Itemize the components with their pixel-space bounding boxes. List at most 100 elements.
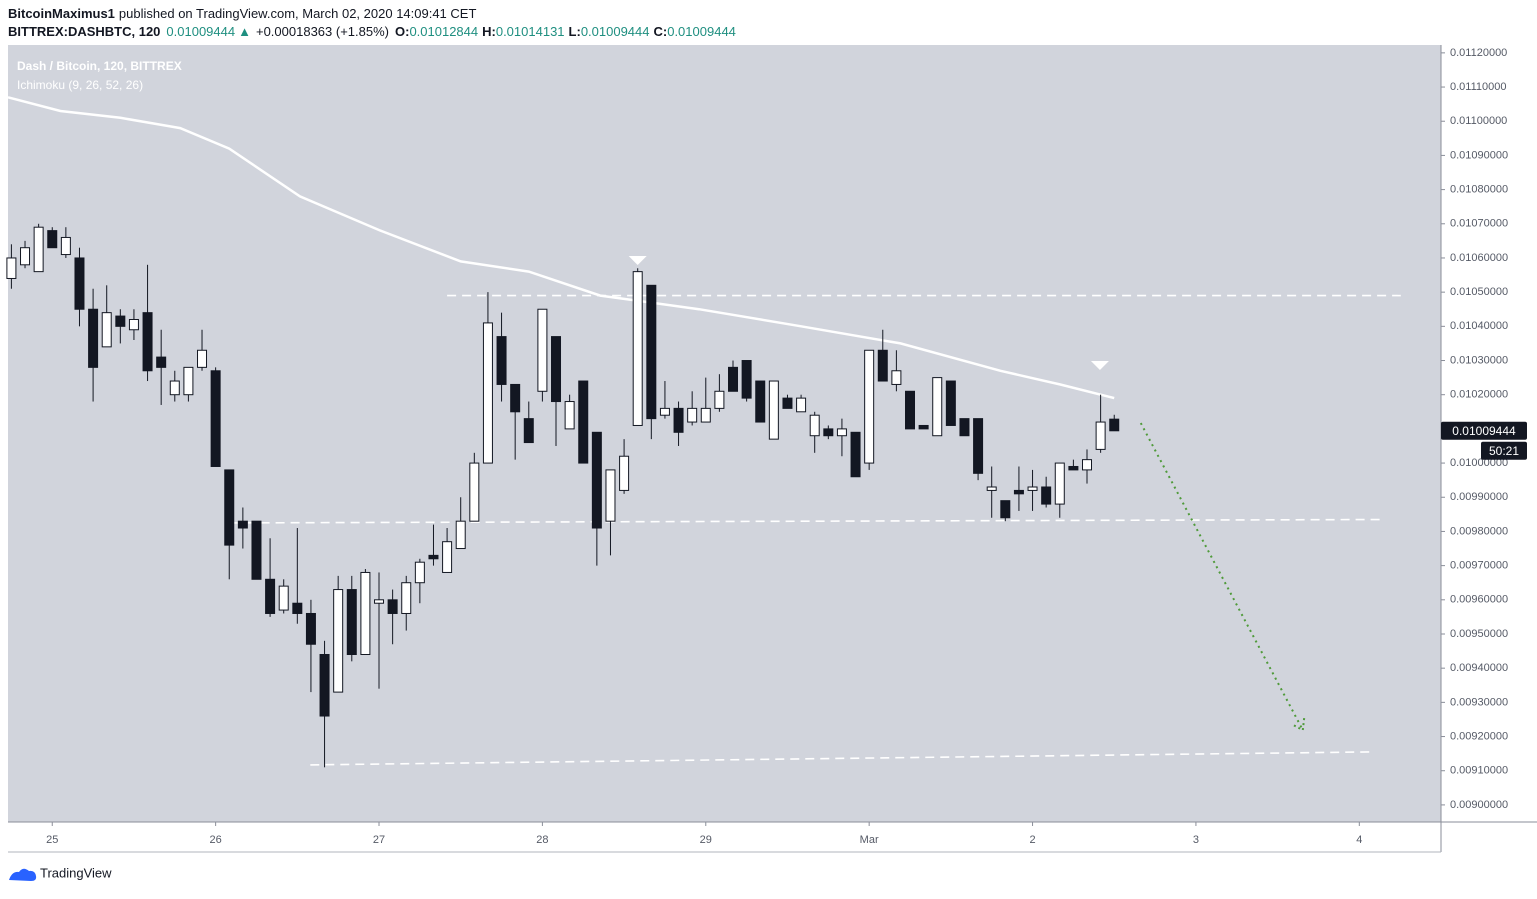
open-value: 0.01012844 (409, 24, 478, 39)
open-label: O: (395, 24, 409, 39)
candle-body (1013, 489, 1024, 495)
candle-body (537, 308, 548, 392)
x-tick-label: 3 (1193, 834, 1199, 846)
chart-title: Dash / Bitcoin, 120, BITTREX (17, 59, 182, 73)
candle-body (496, 336, 507, 385)
y-tick-label: 0.00950000 (1450, 628, 1508, 640)
candle-body (251, 520, 262, 580)
change: +0.00018363 (+1.85%) (256, 24, 389, 39)
candle-body (905, 390, 916, 430)
symbol-line: BITTREX:DASHBTC, 120 0.01009444 ▲ +0.000183… (8, 24, 736, 39)
price-tag-label: 0.01009444 (1452, 424, 1516, 438)
candle-body (523, 418, 534, 444)
high-label: H: (482, 24, 496, 39)
candle-body (510, 383, 521, 413)
candle-body (809, 414, 820, 437)
candle-body (591, 431, 602, 529)
level-line (230, 518, 1386, 524)
candle-body (973, 418, 984, 474)
change-arrow: ▲ (238, 24, 251, 39)
y-tick-label: 0.00900000 (1450, 799, 1508, 811)
candle-body (414, 561, 425, 584)
candle-body (959, 418, 970, 437)
candle-body (1000, 500, 1011, 519)
candle-body (305, 612, 316, 645)
x-tick-label: 29 (700, 834, 712, 846)
y-tick-label: 0.01020000 (1450, 389, 1508, 401)
candle-body (823, 428, 834, 437)
high-value: 0.01014131 (496, 24, 565, 39)
candle-body (932, 377, 943, 437)
candle-body (741, 360, 752, 399)
close-value: 0.01009444 (667, 24, 736, 39)
y-tick-label: 0.00960000 (1450, 594, 1508, 606)
candle-body (142, 312, 153, 372)
candle-body (319, 653, 330, 717)
y-tick-label: 0.01080000 (1450, 184, 1508, 196)
candle-body (482, 322, 493, 464)
candle-body (796, 397, 807, 413)
y-tick-label: 0.00920000 (1450, 730, 1508, 742)
y-tick-label: 0.01070000 (1450, 218, 1508, 230)
y-tick-label: 0.00980000 (1450, 525, 1508, 537)
footer-logo: TradingView (9, 865, 112, 881)
candle-body (755, 380, 766, 423)
candle-body (428, 554, 439, 560)
candle-body (1041, 486, 1052, 505)
x-tick-label: 2 (1029, 834, 1035, 846)
y-tick-label: 0.01100000 (1450, 115, 1507, 127)
y-tick-label: 0.00930000 (1450, 696, 1508, 708)
candle-body (224, 469, 235, 546)
candle-body (360, 571, 371, 655)
arrow-head (1291, 718, 1306, 732)
close-label: C: (654, 24, 668, 39)
low-label: L: (569, 24, 581, 39)
candle-body (891, 370, 902, 385)
candle-body (6, 257, 17, 279)
candle-body (659, 407, 670, 416)
candle-body (128, 318, 139, 331)
countdown-tag (1481, 441, 1527, 460)
candle-body (768, 380, 779, 440)
candle-body (455, 520, 466, 550)
marker-triangle (1090, 360, 1109, 370)
y-tick-label: 0.01120000 (1450, 47, 1507, 59)
candle-body (714, 390, 725, 409)
candle-body (605, 469, 616, 522)
candle-body (88, 308, 99, 368)
plot-area (8, 45, 1441, 822)
candle-body (578, 380, 589, 464)
candle-body (1068, 465, 1079, 471)
y-tick-label: 0.01090000 (1450, 149, 1508, 161)
candle-body (646, 284, 657, 420)
candle-body (673, 407, 684, 433)
candle-body (945, 380, 956, 426)
candle-body (197, 349, 208, 368)
plot-layer (6, 96, 1401, 768)
candle-body (551, 336, 562, 403)
candle-body (20, 247, 31, 266)
candle-body (237, 520, 248, 529)
author-name: BitcoinMaximus1 (8, 6, 115, 21)
level-line (310, 751, 1371, 766)
candle-body (374, 599, 385, 604)
y-tick-label: 0.00910000 (1450, 765, 1508, 777)
candle-body (346, 589, 357, 655)
x-tick-label: Mar (860, 834, 879, 846)
candle-body (115, 315, 126, 327)
candle-body (850, 431, 861, 478)
symbol: BITTREX:DASHBTC, 120 (8, 24, 160, 39)
y-tick-label: 0.01030000 (1450, 354, 1508, 366)
y-tick-label: 0.01060000 (1450, 252, 1508, 264)
candle-body (47, 230, 58, 249)
candle-body (1095, 421, 1106, 450)
candle-body (632, 271, 643, 426)
candle-body (1109, 418, 1120, 432)
x-tick-label: 25 (46, 834, 58, 846)
candle-body (74, 257, 85, 310)
x-tick-label: 26 (210, 834, 222, 846)
candle-body (169, 380, 180, 396)
y-tick-label: 0.01000000 (1450, 457, 1508, 469)
y-tick-label: 0.01040000 (1450, 320, 1508, 332)
candle-body (728, 366, 739, 392)
